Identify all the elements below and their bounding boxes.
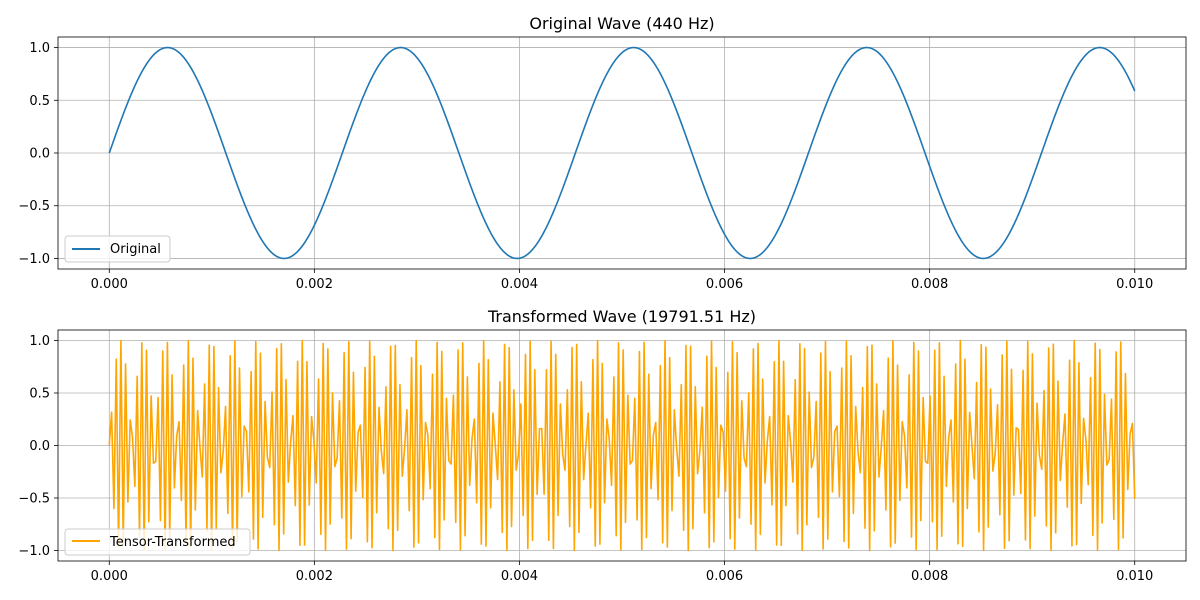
x-tick-label: 0.008	[911, 569, 948, 584]
legend-box	[64, 528, 251, 556]
series-transformed	[108, 339, 1136, 552]
y-tick-label: 1.0	[29, 334, 50, 349]
y-ticks: 1.0 0.5 0.0 −0.5 −1.0	[18, 41, 58, 267]
y-tick-label: 0.0	[29, 147, 50, 162]
y-tick-label: 0.5	[29, 387, 50, 402]
chart-title: Transformed Wave (19791.51 Hz)	[487, 307, 756, 326]
x-tick-label: 0.002	[296, 277, 333, 292]
legend: Tensor-Transformed	[64, 528, 251, 556]
chart-transformed: Transformed Wave (19791.51 Hz) 0.000 0.00…	[18, 307, 1187, 584]
legend-label-original: Original	[110, 242, 161, 257]
x-ticks: 0.000 0.002 0.004 0.006 0.008 0.010	[91, 269, 1153, 292]
y-tick-label: 1.0	[29, 41, 50, 56]
y-tick-label: −0.5	[18, 199, 50, 214]
legend: Original	[64, 235, 171, 263]
y-tick-label: −1.0	[18, 252, 50, 267]
x-ticks: 0.000 0.002 0.004 0.006 0.008 0.010	[91, 561, 1153, 584]
grid	[58, 37, 1186, 269]
y-tick-label: −0.5	[18, 492, 50, 507]
y-tick-label: 0.0	[29, 439, 50, 454]
x-tick-label: 0.010	[1116, 277, 1153, 292]
x-tick-label: 0.004	[501, 277, 538, 292]
y-tick-label: −1.0	[18, 544, 50, 559]
x-tick-label: 0.010	[1116, 569, 1153, 584]
x-tick-label: 0.000	[91, 569, 128, 584]
chart-title: Original Wave (440 Hz)	[529, 14, 714, 33]
chart-original: Original Wave (440 Hz) 0.000 0.002 0.004 0.…	[18, 14, 1187, 292]
series-original	[108, 46, 1136, 260]
series-line	[108, 339, 1136, 552]
legend-box	[64, 235, 171, 263]
x-tick-label: 0.006	[706, 277, 743, 292]
legend-label-transformed: Tensor-Transformed	[109, 535, 236, 550]
x-tick-label: 0.006	[706, 569, 743, 584]
y-tick-label: 0.5	[29, 94, 50, 109]
series-line	[108, 46, 1136, 260]
x-tick-label: 0.008	[911, 277, 948, 292]
x-tick-label: 0.000	[91, 277, 128, 292]
y-ticks: 1.0 0.5 0.0 −0.5 −1.0	[18, 334, 58, 559]
x-tick-label: 0.004	[501, 569, 538, 584]
x-tick-label: 0.002	[296, 569, 333, 584]
